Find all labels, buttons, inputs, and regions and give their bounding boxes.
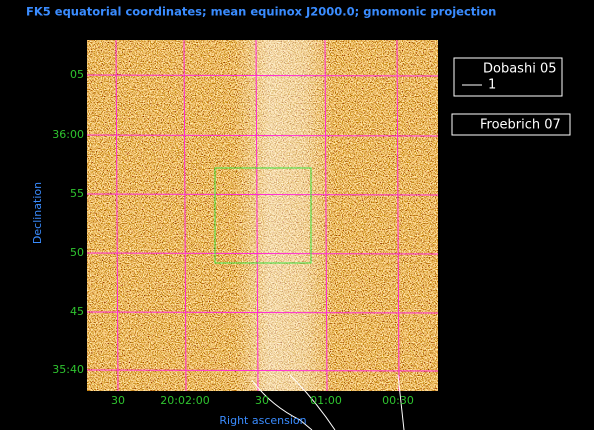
x-tick-label: 30 [255,394,269,407]
legend-box [453,57,563,97]
contours [251,374,405,430]
y-tick-label: 36:00 [52,128,84,141]
y-tick-label: 45 [70,305,84,318]
legend-box [451,113,571,136]
x-axis-label: Right ascension [219,414,306,427]
y-tick-label: 35:40 [52,363,84,376]
x-tick-label: 20:02:00 [160,394,209,407]
x-tick-label: 01:00 [310,394,342,407]
region-box [214,167,312,264]
legend: Dobashi 05 1 Froebrich 07 [451,57,571,136]
image [87,40,438,391]
x-tick-label: 30 [111,394,125,407]
legend-line-label: 1 [488,78,496,93]
y-tick-label: 50 [70,246,84,259]
x-tick-label: 00:30 [382,394,414,407]
legend-label: Dobashi 05 [483,62,556,77]
y-tick-label: 05 [70,68,84,81]
title: FK5 equatorial coordinates; mean equinox… [26,5,496,19]
coordinate-grid [86,39,439,392]
y-tick-label: 55 [70,187,84,200]
y-axis-label: Declination [31,182,44,244]
legend-label: Froebrich 07 [480,118,561,133]
